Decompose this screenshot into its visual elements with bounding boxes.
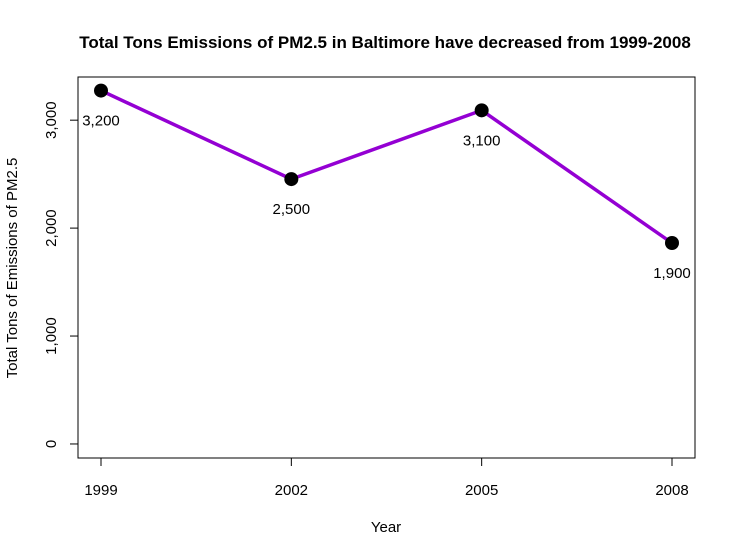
y-tick-label: 0 xyxy=(43,440,60,448)
x-tick-label: 2005 xyxy=(465,482,498,499)
data-labels: 3,200 2,500 3,100 1,900 xyxy=(82,113,691,282)
series-emissions xyxy=(94,83,679,250)
y-axis: 0 1,000 2,000 3,000 xyxy=(43,101,79,448)
data-label: 1,900 xyxy=(653,265,691,282)
x-axis: 1999 2002 2005 2008 xyxy=(84,457,689,499)
data-point xyxy=(284,172,299,187)
data-point xyxy=(474,103,489,118)
y-tick-label: 2,000 xyxy=(43,209,60,247)
x-tick-label: 2008 xyxy=(655,482,688,499)
data-point xyxy=(665,235,679,250)
series-line xyxy=(100,89,674,245)
x-axis-label: Year xyxy=(371,519,401,536)
y-tick-label: 3,000 xyxy=(43,101,60,139)
chart-title: Total Tons Emissions of PM2.5 in Baltimo… xyxy=(79,33,691,52)
x-tick-label: 2002 xyxy=(275,482,308,499)
data-label: 3,200 xyxy=(82,113,120,130)
data-point xyxy=(94,83,108,98)
data-label: 2,500 xyxy=(273,201,311,218)
x-tick-label: 1999 xyxy=(84,482,117,499)
y-axis-label: Total Tons of Emissions of PM2.5 xyxy=(4,158,21,379)
y-tick-label: 1,000 xyxy=(43,317,60,355)
data-label: 3,100 xyxy=(463,132,501,149)
plot-box xyxy=(77,76,696,459)
